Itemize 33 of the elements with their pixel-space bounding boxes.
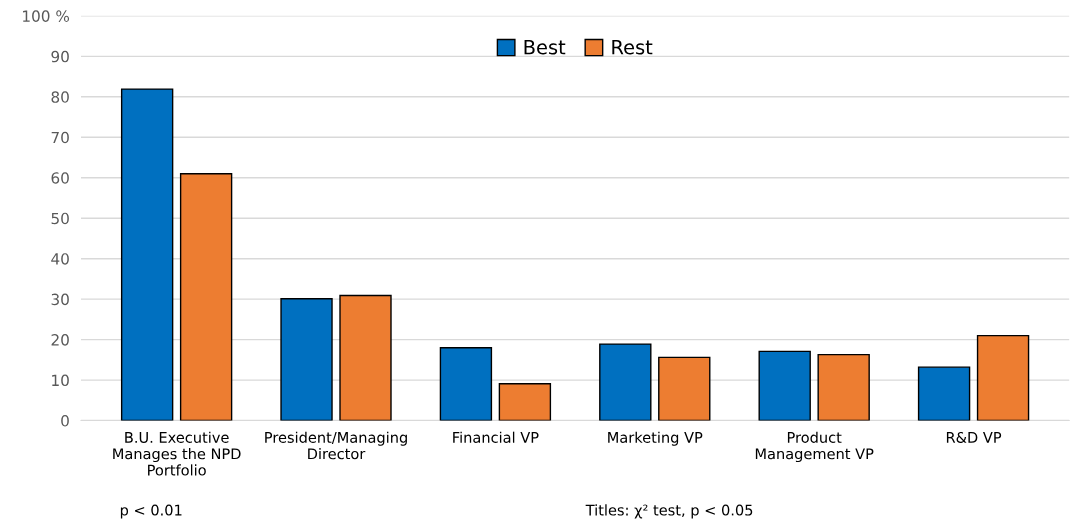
bar <box>976 334 1030 421</box>
y-tick-label: 30 <box>51 293 69 306</box>
bar <box>498 383 552 421</box>
x-tick-label: Financial VP <box>453 431 539 443</box>
bar <box>120 88 174 421</box>
x-tick-label: Marketing VP <box>608 431 703 446</box>
y-tick-label: 90 <box>51 50 69 63</box>
y-tick-label: 60 <box>51 172 69 184</box>
bar <box>280 298 333 421</box>
bar <box>758 350 811 421</box>
bar <box>179 173 233 421</box>
y-tick-label: 50 <box>51 212 69 225</box>
legend-label: Rest <box>612 40 653 55</box>
y-tick-label: 70 <box>51 131 69 144</box>
x-tick-label: Product Management VP <box>755 431 874 463</box>
y-tick-label: 20 <box>51 334 69 346</box>
bar <box>339 294 392 421</box>
bar <box>658 356 711 421</box>
text: Titles: χ² test, p < 0.05 <box>585 504 753 519</box>
x-tick-label: B.U. Executive Manages the NPD Portfolio <box>113 431 241 476</box>
bar <box>817 353 870 421</box>
text: p < 0.01 <box>120 504 182 519</box>
y-tick-label: 0 <box>61 415 69 427</box>
y-tick-label: 40 <box>51 253 69 265</box>
x-tick-label: R&D VP <box>946 431 1002 443</box>
bar <box>439 347 493 421</box>
bar <box>917 366 971 421</box>
legend-label: Best <box>524 40 566 55</box>
y-tick-label: 10 <box>52 374 69 387</box>
bar <box>599 343 652 421</box>
y-tick-label: 100 % <box>23 10 70 22</box>
y-tick-label: 80 <box>51 91 69 103</box>
x-tick-label: President/Managing Director <box>265 431 407 460</box>
